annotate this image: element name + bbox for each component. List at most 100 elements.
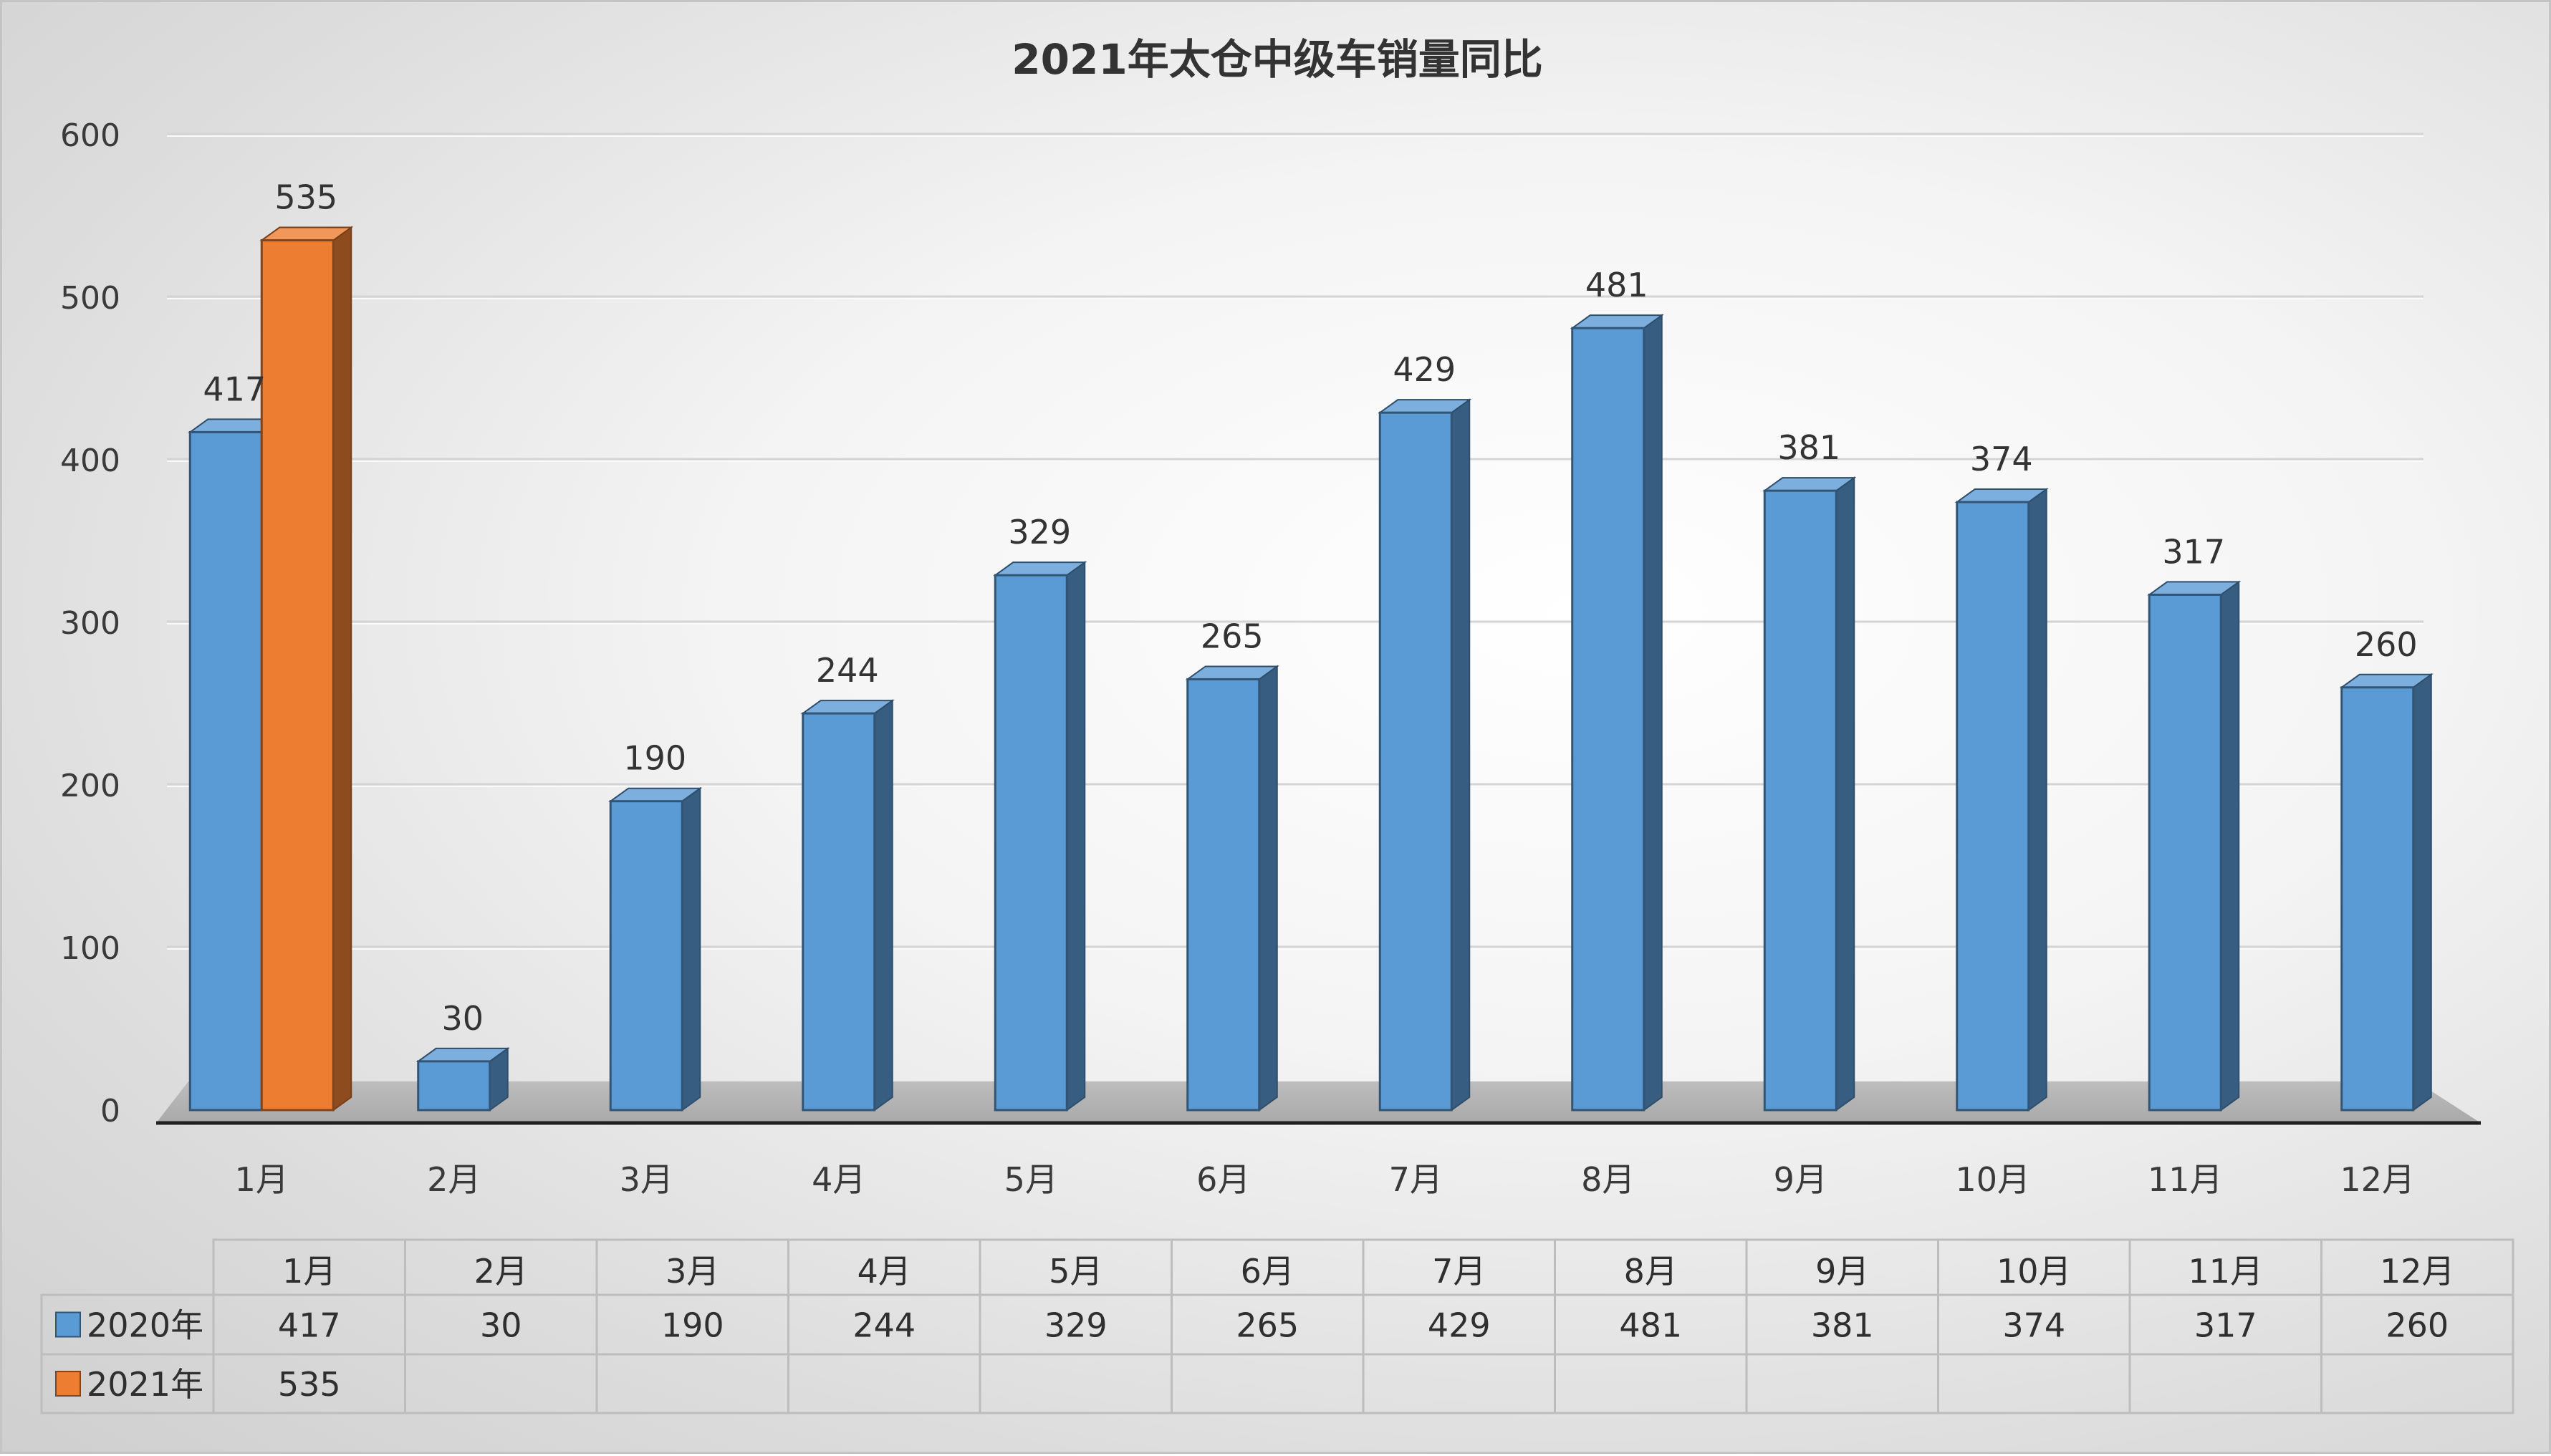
chart-floor <box>156 1081 2481 1125</box>
data-label: 244 <box>816 651 879 690</box>
table-header-cell: 6月 <box>1241 1252 1294 1291</box>
bar-side-face <box>873 699 893 1112</box>
x-tick-label: 1月 <box>235 1160 289 1199</box>
table-value-cell: 260 <box>2386 1306 2449 1345</box>
x-tick-label: 12月 <box>2340 1160 2415 1199</box>
bar-front-face <box>1378 411 1453 1112</box>
table-header-cell: 11月 <box>2188 1252 2263 1291</box>
table-header-cell: 7月 <box>1432 1252 1486 1291</box>
table-header-cell: 9月 <box>1815 1252 1869 1291</box>
bar-front-face <box>2340 686 2415 1112</box>
table-value-cell: 535 <box>278 1365 341 1404</box>
table-value-cell: 244 <box>852 1306 916 1345</box>
bar-front-face <box>994 574 1068 1112</box>
x-axis-categories: 1月 2月 3月 4月 5月 6月 7月 8月 9月 10月 11月 12月 <box>235 1160 2415 1199</box>
table-value-cell: 190 <box>661 1306 724 1345</box>
bar <box>2339 672 2434 1112</box>
data-label: 417 <box>203 370 266 408</box>
x-tick-label: 3月 <box>620 1160 673 1199</box>
bar-front-face <box>802 712 876 1112</box>
legend-key <box>55 1371 81 1397</box>
y-tick-label: 300 <box>60 605 120 642</box>
y-tick-label: 500 <box>60 280 120 317</box>
table-value-cell: 265 <box>1236 1306 1299 1345</box>
bar-front-face <box>1956 501 2030 1112</box>
data-label: 535 <box>274 178 337 217</box>
x-tick-label: 2月 <box>427 1160 481 1199</box>
table-header-cell: 4月 <box>857 1252 911 1291</box>
table-value-cell: 417 <box>278 1306 341 1345</box>
bar-front-face <box>1186 678 1261 1112</box>
data-label: 429 <box>1393 350 1456 389</box>
legend-key <box>55 1311 81 1338</box>
table-header-cell: 10月 <box>1997 1252 2072 1291</box>
bar-front-face <box>2148 593 2222 1112</box>
table-value-cell: 374 <box>2002 1306 2065 1345</box>
x-tick-label: 4月 <box>812 1160 865 1199</box>
y-tick-label: 200 <box>60 768 120 804</box>
chart-title: 2021年太仓中级车销量同比 <box>1012 35 1542 84</box>
bar-side-face <box>2412 672 2432 1112</box>
data-label: 481 <box>1585 266 1648 304</box>
x-tick-label: 6月 <box>1196 1160 1250 1199</box>
bar <box>1378 398 1472 1112</box>
bar-side-face <box>1066 561 1086 1112</box>
bar-front-face <box>1571 327 1646 1112</box>
bar <box>415 1046 510 1112</box>
data-label: 30 <box>441 999 484 1038</box>
table-header-cell: 8月 <box>1624 1252 1678 1291</box>
y-tick-label: 0 <box>100 1093 120 1129</box>
bars <box>188 226 2434 1112</box>
bar <box>1954 488 2049 1112</box>
table-header-cell: 5月 <box>1049 1252 1102 1291</box>
data-label: 190 <box>623 739 686 778</box>
y-tick-label: 100 <box>60 930 120 967</box>
data-label: 374 <box>1970 440 2033 478</box>
table-value-cell: 381 <box>1811 1306 1874 1345</box>
bar-front-face <box>188 430 263 1112</box>
bar <box>1762 476 1857 1112</box>
x-tick-label: 9月 <box>1774 1160 1827 1199</box>
table-header-cell: 2月 <box>474 1252 528 1291</box>
table-value-cell: 329 <box>1044 1306 1108 1345</box>
x-tick-label: 7月 <box>1389 1160 1443 1199</box>
table-header-cell: 1月 <box>282 1252 336 1291</box>
data-label: 260 <box>2355 625 2418 664</box>
bar <box>2147 580 2242 1112</box>
x-tick-label: 11月 <box>2148 1160 2223 1199</box>
data-label: 265 <box>1201 617 1264 655</box>
bar-side-face <box>1451 398 1471 1112</box>
data-labels: 417 535 30 190 244 329 265 429 481 381 374 317 260 <box>203 178 2417 1038</box>
x-tick-label: 10月 <box>1955 1160 2030 1199</box>
data-label: 317 <box>2162 532 2225 571</box>
bar-front-face <box>1763 489 1837 1112</box>
table-value-cell: 429 <box>1428 1306 1491 1345</box>
floor-plane <box>156 1081 2481 1123</box>
bar <box>608 786 703 1112</box>
table-value-cell: 481 <box>1619 1306 1682 1345</box>
gridlines <box>167 132 2423 950</box>
table-value-cell: 30 <box>480 1306 522 1345</box>
bar <box>1570 314 1664 1112</box>
bar-front-face <box>260 239 335 1112</box>
legend-series-name: 2021年 <box>87 1365 203 1404</box>
bar-side-face <box>2220 580 2240 1112</box>
bar <box>800 699 895 1112</box>
legend-series-name: 2020年 <box>87 1306 203 1345</box>
data-table: 1月 2月 3月 4月 5月 6月 7月 8月 9月 10月 11月 12月 2020年 417 30 190… <box>40 1238 2514 1414</box>
bar-side-face <box>681 786 701 1112</box>
x-tick-label: 8月 <box>1581 1160 1635 1199</box>
y-tick-label: 400 <box>60 443 120 479</box>
table-header-cell: 12月 <box>2380 1252 2455 1291</box>
bar-front-face <box>609 800 683 1112</box>
bar <box>1185 665 1279 1112</box>
data-label: 381 <box>1777 428 1840 467</box>
table-header-cell: 3月 <box>666 1252 719 1291</box>
y-axis: 0 100 200 300 400 500 600 <box>60 117 120 1129</box>
bar-side-face <box>1258 665 1278 1112</box>
table-value-cell: 317 <box>2194 1306 2257 1345</box>
bar-side-face <box>1835 476 1855 1112</box>
bar-side-face <box>332 226 352 1112</box>
